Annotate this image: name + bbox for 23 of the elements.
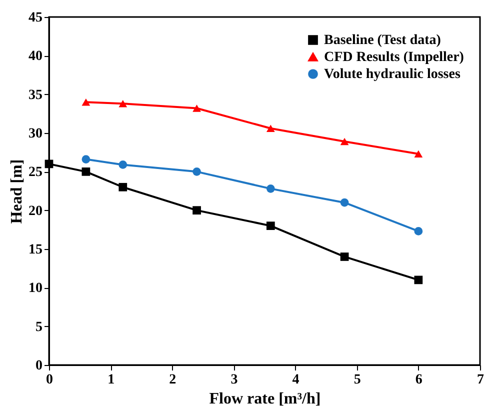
y-tick-label: 15 bbox=[28, 242, 42, 258]
x-tick-label: 0 bbox=[46, 372, 53, 388]
y-tick-label: 40 bbox=[28, 49, 42, 64]
y-tick-label: 0 bbox=[36, 358, 42, 374]
y-tick-label: 10 bbox=[28, 281, 42, 296]
legend-label: CFD Results (Impeller) bbox=[324, 50, 464, 65]
legend-label: Baseline (Test data) bbox=[324, 33, 442, 48]
y-tick-label: 30 bbox=[28, 126, 42, 142]
x-tick-label: 2 bbox=[169, 372, 176, 388]
y-tick-label: 5 bbox=[36, 320, 42, 335]
x-tick-label: 7 bbox=[477, 372, 484, 388]
x-tick-label: 4 bbox=[292, 372, 300, 388]
x-tick-label: 5 bbox=[354, 372, 361, 388]
x-tick-label: 6 bbox=[415, 372, 422, 388]
legend-label: Volute hydraulic losses bbox=[324, 67, 461, 82]
x-tick-label: 1 bbox=[108, 372, 115, 388]
x-axis-title: Flow rate [m³/h] bbox=[209, 390, 321, 408]
y-tick-label: 25 bbox=[28, 165, 42, 180]
x-tick-label: 3 bbox=[230, 372, 238, 388]
y-tick-label: 20 bbox=[28, 204, 42, 219]
y-tick-label: 35 bbox=[28, 88, 42, 103]
y-axis-title: Head [m] bbox=[8, 159, 26, 224]
y-tick-label: 45 bbox=[28, 10, 42, 26]
